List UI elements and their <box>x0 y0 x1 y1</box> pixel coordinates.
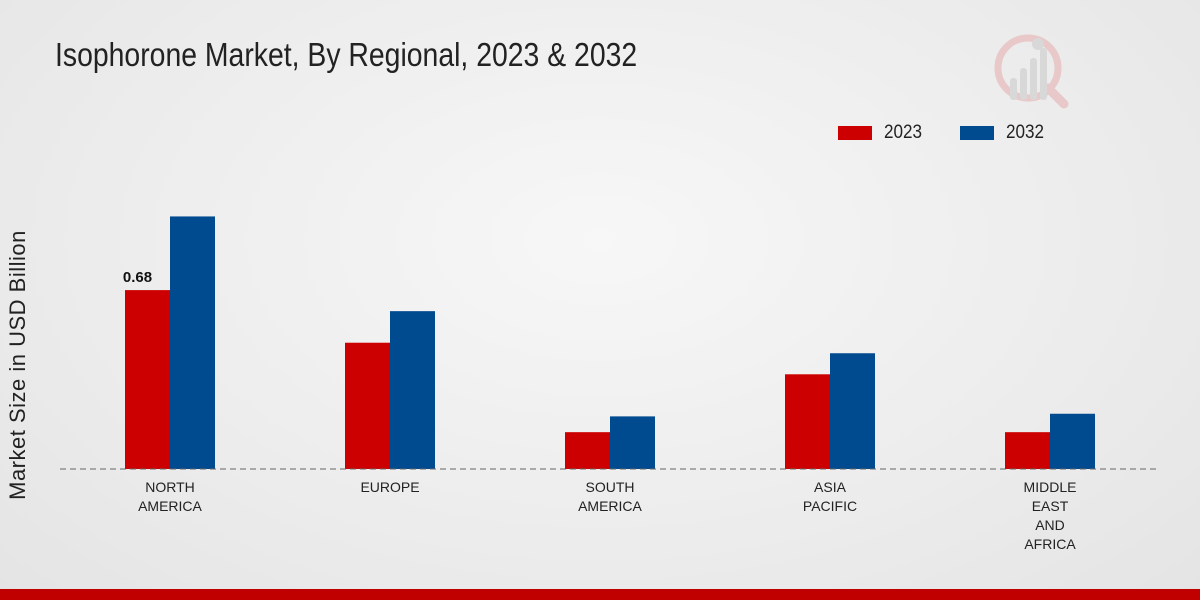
legend: 2023 2032 <box>838 122 1083 144</box>
x-tick-label-4: MIDDLE EAST AND AFRICA <box>1024 479 1077 552</box>
bar-2023-3[interactable] <box>785 374 830 469</box>
x-tick-label-line: SOUTH <box>586 479 635 495</box>
bar-2032-1[interactable] <box>390 311 435 469</box>
x-tick-label-1: EUROPE <box>360 479 419 495</box>
bar-2023-2[interactable] <box>565 432 610 469</box>
data-label-0: 0.68 <box>123 269 152 286</box>
bar-2032-2[interactable] <box>610 416 655 469</box>
x-tick-label-0: NORTH AMERICA <box>138 479 202 514</box>
x-tick-label-2: SOUTH AMERICA <box>578 479 642 514</box>
legend-swatch-2032 <box>960 126 995 140</box>
x-tick-label-line: AND <box>1035 517 1065 533</box>
x-tick-label-line: AFRICA <box>1024 536 1076 552</box>
x-tick-label-line: EAST <box>1032 498 1069 514</box>
x-tick-label-line: AMERICA <box>578 498 642 514</box>
x-tick-label-line: ASIA <box>814 479 847 495</box>
bottom-accent-bar <box>0 589 1200 600</box>
bar-2023-4[interactable] <box>1005 432 1050 469</box>
x-tick-label-line: NORTH <box>145 479 195 495</box>
bar-2023-1[interactable] <box>345 342 390 469</box>
bar-2023-0[interactable] <box>125 290 170 469</box>
bar-2032-4[interactable] <box>1050 413 1095 469</box>
legend-swatch-2023 <box>838 126 872 140</box>
x-tick-label-3: ASIA PACIFIC <box>803 479 857 514</box>
legend-item-2032[interactable]: 2032 <box>960 122 1048 144</box>
bar-2032-3[interactable] <box>830 353 875 469</box>
chart-title: Isophorone Market, By Regional, 2023 & 2… <box>55 36 638 73</box>
brand-logo-icon <box>994 34 1069 109</box>
legend-item-2023[interactable]: 2023 <box>838 122 926 144</box>
bar-2032-0[interactable] <box>170 216 215 469</box>
legend-label-2032: 2032 <box>1006 122 1045 143</box>
legend-label-2023: 2023 <box>884 122 923 143</box>
x-tick-label-line: MIDDLE <box>1024 479 1077 495</box>
x-tick-label-line: AMERICA <box>138 498 202 514</box>
x-tick-label-line: PACIFIC <box>803 498 857 514</box>
x-tick-label-line: EUROPE <box>360 479 419 495</box>
